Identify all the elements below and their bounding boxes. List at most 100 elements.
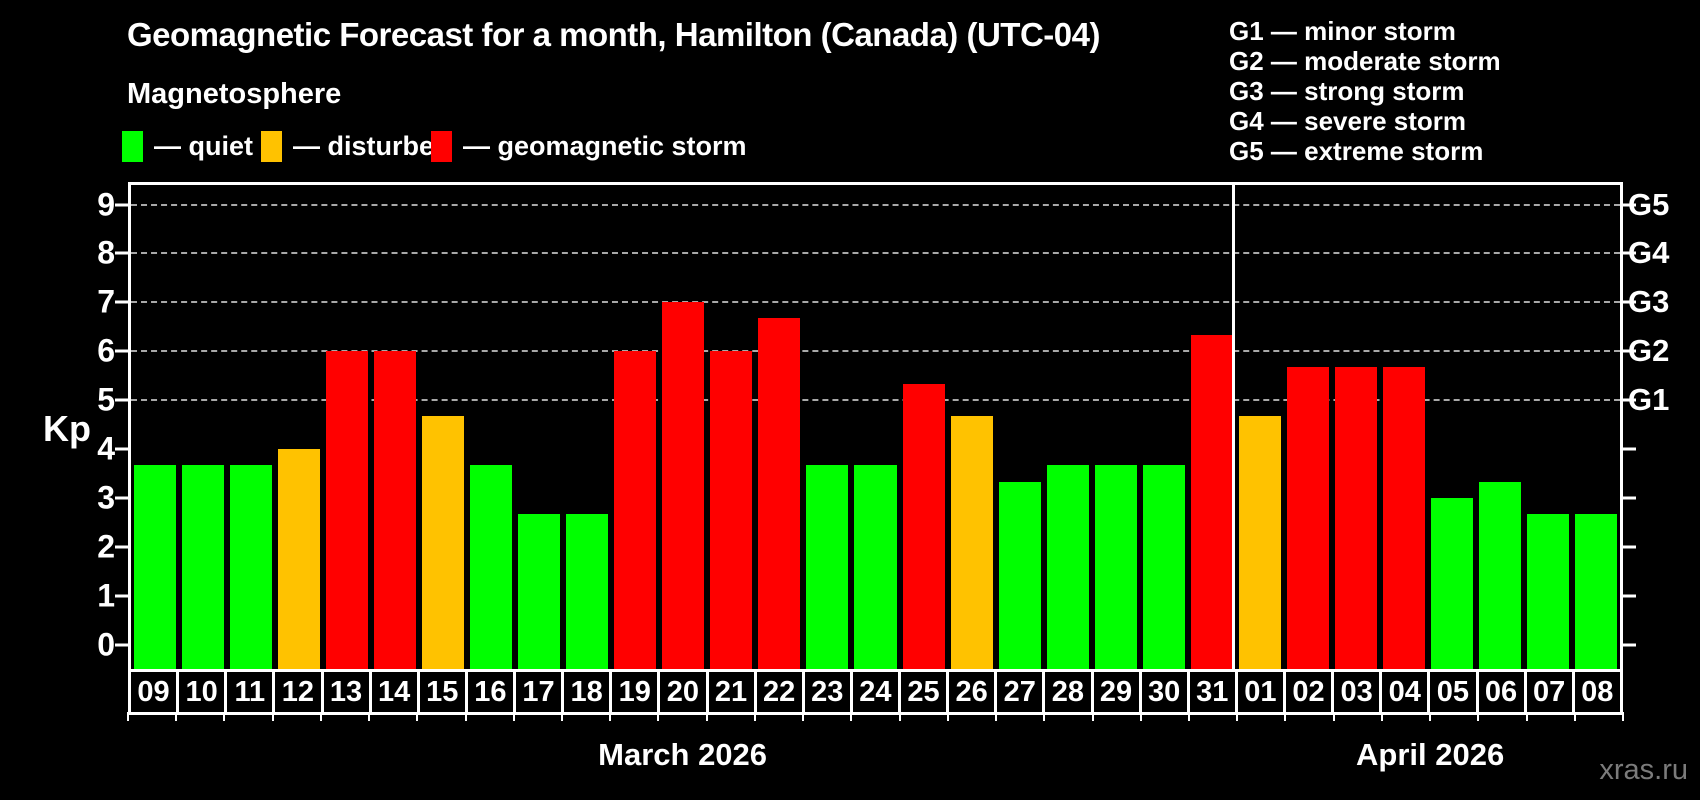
date-boundary-tick <box>223 712 226 721</box>
bar-slot <box>1428 185 1476 669</box>
date-cell-21: 21 <box>705 669 757 715</box>
month-divider-line <box>1231 185 1235 669</box>
kp-bar-day-31 <box>1190 335 1233 669</box>
date-cell-23: 23 <box>801 669 853 715</box>
bar-slot <box>563 185 611 669</box>
y-axis-title: Kp <box>43 408 91 449</box>
date-cell-12: 12 <box>272 669 324 715</box>
date-cell-02: 02 <box>1283 669 1335 715</box>
bar-slot <box>1092 185 1140 669</box>
bar-slot <box>1476 185 1524 669</box>
kp-bar-day-29 <box>1094 465 1137 669</box>
bar-slot <box>467 185 515 669</box>
legend-item-label: — disturbed <box>293 131 451 161</box>
date-cell-22: 22 <box>753 669 805 715</box>
date-boundary-tick <box>898 712 901 721</box>
bar-slot <box>900 185 948 669</box>
kp-bar-day-13 <box>326 351 369 669</box>
bar-slot <box>1188 185 1236 669</box>
date-boundary-tick <box>127 712 129 721</box>
bar-slot <box>179 185 227 669</box>
kp-bar-day-12 <box>278 449 321 669</box>
y-tick-label: 4 <box>97 430 115 467</box>
kp-bar-day-23 <box>806 465 849 669</box>
bar-slot <box>1332 185 1380 669</box>
date-cell-07: 07 <box>1523 669 1575 715</box>
date-cell-30: 30 <box>1138 669 1190 715</box>
bar-slot <box>1140 185 1188 669</box>
g-level-label: G4 <box>1628 235 1670 271</box>
storm-scale-legend: G1 — minor storm G2 — moderate storm G3 — … <box>1229 16 1501 166</box>
bar-slot <box>948 185 996 669</box>
bar-slot <box>1284 185 1332 669</box>
y-tick-right <box>1622 398 1636 402</box>
date-cell-16: 16 <box>464 669 516 715</box>
bar-slot <box>707 185 755 669</box>
y-tick <box>115 398 129 402</box>
bar-slot <box>755 185 803 669</box>
date-boundary-tick <box>705 712 708 721</box>
legend-item-label: — quiet <box>154 131 253 161</box>
kp-bar-day-10 <box>182 465 225 669</box>
date-cell-04: 04 <box>1379 669 1431 715</box>
date-boundary-tick <box>1380 712 1383 721</box>
kp-bar-day-15 <box>422 416 465 669</box>
bar-slot <box>1044 185 1092 669</box>
kp-bar-day-30 <box>1142 465 1185 669</box>
date-cell-03: 03 <box>1331 669 1383 715</box>
date-cell-11: 11 <box>224 669 276 715</box>
gridline-kp7 <box>131 301 1620 304</box>
date-cell-20: 20 <box>657 669 709 715</box>
date-cell-10: 10 <box>176 669 228 715</box>
date-boundary-tick <box>1187 712 1190 721</box>
month-label: March 2026 <box>598 737 768 772</box>
bar-slot <box>611 185 659 669</box>
kp-bar-day-20 <box>662 302 705 669</box>
date-boundary-tick <box>416 712 419 721</box>
plot-area: 0 1 2 3 4 5 6 7 8 9 G1 G2 G3 G4 G5 <box>97 182 1669 669</box>
y-tick <box>115 545 129 549</box>
date-cell-08: 08 <box>1571 669 1623 715</box>
y-tick <box>115 203 129 207</box>
bar-slot <box>275 185 323 669</box>
month-label: April 2026 <box>1355 737 1505 772</box>
storm-swatch <box>431 131 452 162</box>
y-tick-label: 3 <box>97 479 115 516</box>
y-tick-label: 6 <box>97 332 115 369</box>
y-tick <box>115 447 129 451</box>
y-tick-right <box>1622 496 1636 500</box>
kp-bar-day-28 <box>1046 465 1089 669</box>
date-boundary-tick <box>1284 712 1287 721</box>
y-tick-label: 0 <box>97 626 115 663</box>
y-tick <box>115 349 129 353</box>
y-tick-right <box>1622 447 1636 451</box>
gridline-kp8 <box>131 252 1620 255</box>
date-cell-28: 28 <box>1042 669 1094 715</box>
bar-slot <box>803 185 851 669</box>
kp-bar-day-08 <box>1574 514 1617 669</box>
bar-slot <box>515 185 563 669</box>
date-boundary-tick <box>175 712 178 721</box>
y-tick <box>115 496 129 500</box>
bar-slot <box>323 185 371 669</box>
g-level-label: G1 <box>1628 382 1670 418</box>
month-labels: March 2026 April 2026 <box>128 737 1623 775</box>
y-tick <box>115 643 129 647</box>
legend-item-quiet: — quiet <box>122 131 253 162</box>
kp-bar-day-19 <box>614 351 657 669</box>
date-cell-19: 19 <box>609 669 661 715</box>
kp-bar-day-02 <box>1286 367 1329 669</box>
quiet-swatch <box>122 131 143 162</box>
bar-slot <box>659 185 707 669</box>
date-boundary-tick <box>1091 712 1094 721</box>
g-level-label: G3 <box>1628 284 1670 320</box>
kp-bar-day-14 <box>374 351 417 669</box>
watermark: xras.ru <box>1599 754 1688 786</box>
y-tick-right <box>1622 643 1636 647</box>
date-boundary-tick <box>1043 712 1046 721</box>
gridline-kp9 <box>131 203 1620 206</box>
g-level-label: G2 <box>1628 333 1670 369</box>
date-boundary-tick <box>1525 712 1528 721</box>
date-cell-13: 13 <box>320 669 372 715</box>
date-cell-26: 26 <box>946 669 998 715</box>
